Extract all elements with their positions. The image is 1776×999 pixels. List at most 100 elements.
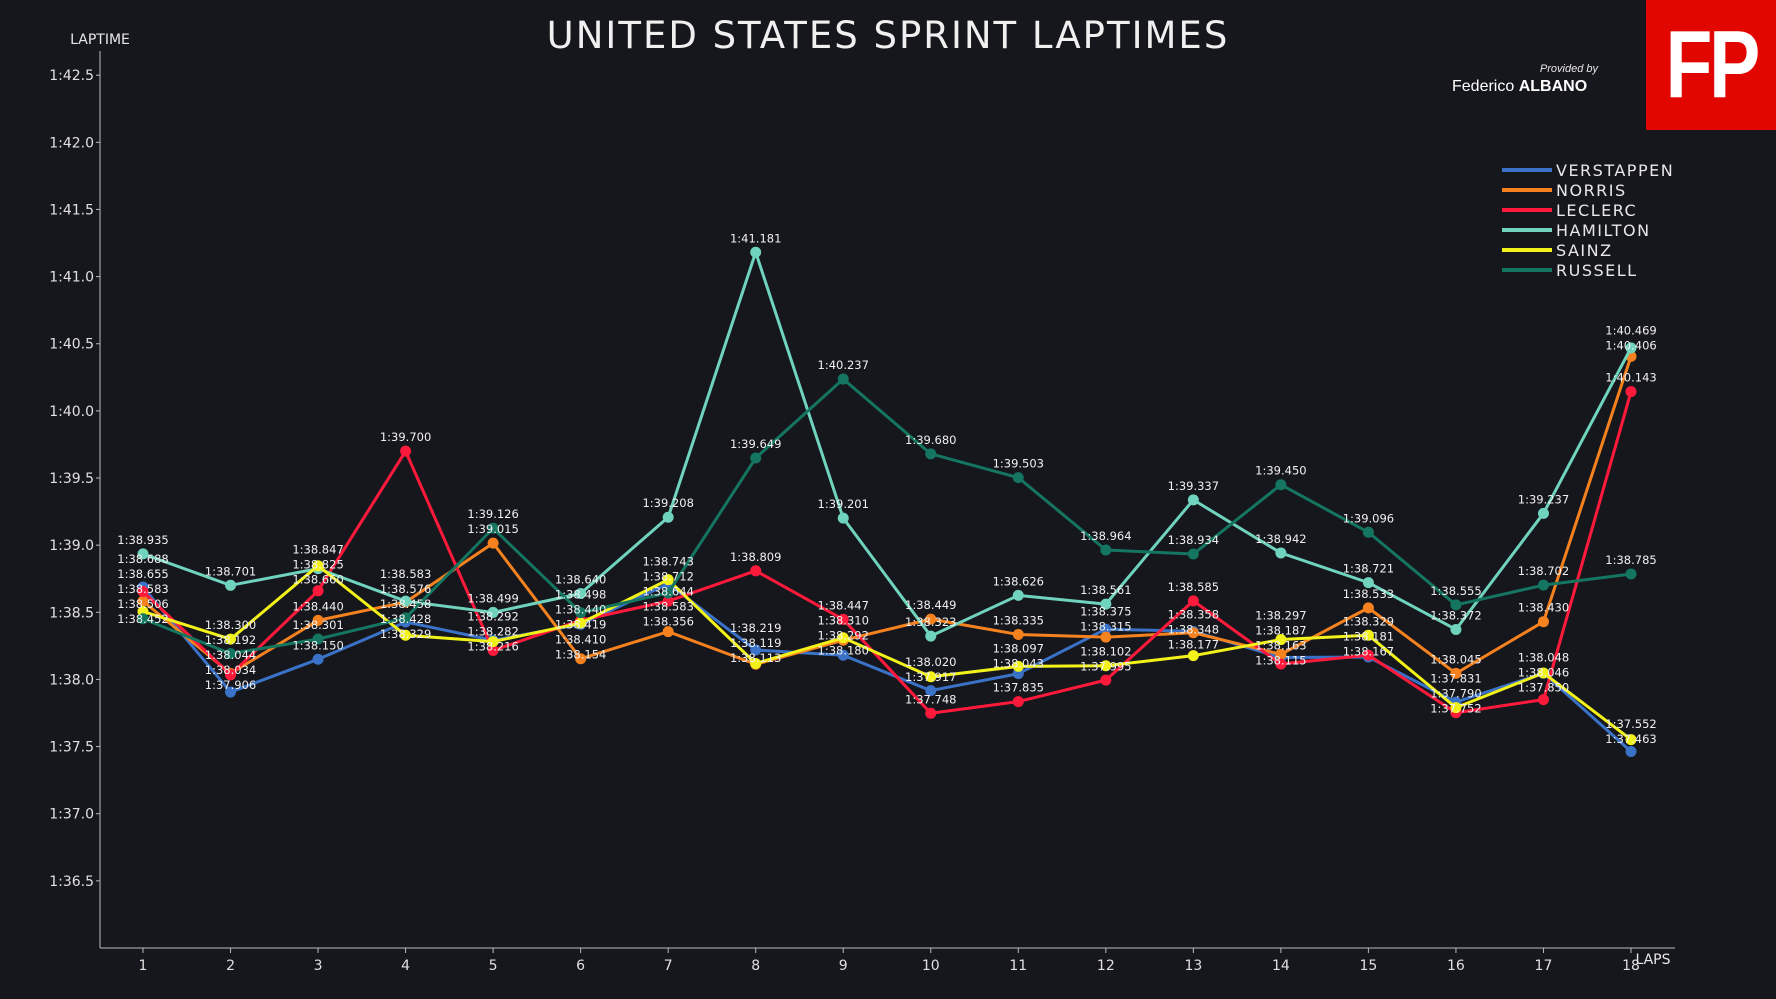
x-tick-label: 10	[922, 958, 940, 974]
data-point-leclerc	[400, 445, 412, 457]
data-point-russell	[400, 612, 412, 624]
data-label-verstappen: 1:38.358	[1168, 608, 1219, 622]
data-label-verstappen: 1:38.428	[380, 612, 431, 626]
data-label-russell: 1:38.964	[1080, 529, 1131, 543]
y-tick-label: 1:41.5	[49, 202, 94, 218]
legend-label: LECLERC	[1556, 200, 1638, 220]
data-point-leclerc	[312, 585, 324, 597]
data-point-hamilton	[925, 630, 937, 642]
data-point-hamilton	[1625, 342, 1637, 354]
credit-provided-by: Provided by	[1539, 63, 1598, 75]
data-label-sainz: 1:38.020	[905, 655, 956, 669]
data-label-leclerc: 1:38.216	[467, 639, 518, 653]
data-label-hamilton: 1:38.825	[292, 557, 343, 571]
data-label-russell: 1:38.301	[292, 618, 343, 632]
data-point-verstappen	[225, 686, 237, 698]
data-label-verstappen: 1:38.219	[730, 621, 781, 635]
data-point-leclerc	[925, 707, 937, 719]
y-tick-label: 1:40.5	[49, 337, 94, 353]
data-label-russell: 1:38.702	[1518, 564, 1569, 578]
legend-swatch	[1502, 208, 1552, 212]
data-point-sainz	[662, 574, 674, 586]
data-point-leclerc	[487, 644, 499, 656]
y-tick-label: 1:42.5	[49, 68, 94, 84]
data-label-verstappen: 1:37.831	[1430, 671, 1481, 685]
y-ticks: 1:36.5 1:37.0 1:37.5 1:38.0 1:38.5 1:39.0 1:39…	[49, 68, 100, 890]
data-point-russell	[837, 373, 849, 385]
data-label-norris: 1:38.113	[730, 651, 781, 665]
data-point-russell	[1625, 568, 1637, 580]
data-label-russell: 1:38.498	[555, 587, 606, 601]
data-point-leclerc	[1100, 674, 1112, 686]
data-label-leclerc: 1:38.440	[555, 602, 606, 616]
data-point-verstappen	[925, 685, 937, 697]
data-point-russell	[487, 522, 499, 534]
data-label-russell: 1:39.680	[905, 433, 956, 447]
series-line-sainz	[142, 564, 1632, 741]
data-label-leclerc: 1:38.585	[1168, 580, 1219, 594]
data-point-leclerc	[1362, 649, 1374, 661]
data-point-sainz	[1187, 650, 1199, 662]
data-point-hamilton	[400, 595, 412, 607]
data-label-hamilton: 1:38.640	[555, 572, 606, 586]
data-point-hamilton	[487, 606, 499, 618]
data-label-sainz: 1:37.552	[1605, 717, 1656, 731]
series-group	[137, 246, 1637, 758]
data-point-leclerc	[1187, 595, 1199, 607]
y-tick-label: 1:37.0	[49, 807, 94, 823]
x-tick-label: 1	[139, 958, 148, 974]
series-line-hamilton	[142, 250, 1633, 638]
legend-item-russell: RUSSELL	[1502, 260, 1674, 280]
data-point-norris	[662, 626, 674, 638]
data-label-leclerc: 1:38.034	[205, 663, 256, 677]
data-point-russell	[1100, 544, 1112, 556]
data-point-sainz	[1625, 734, 1637, 746]
data-point-leclerc	[837, 613, 849, 625]
data-label-norris: 1:38.187	[1255, 623, 1306, 637]
x-tick-label: 9	[839, 958, 848, 974]
series-line-norris	[142, 355, 1633, 676]
y-tick-label: 1:39.5	[49, 471, 94, 487]
data-label-russell: 1:38.192	[205, 633, 256, 647]
data-label-norris: 1:38.335	[993, 613, 1044, 627]
data-point-sainz	[1362, 629, 1374, 641]
data-point-leclerc	[1537, 694, 1549, 706]
x-tick-label: 13	[1184, 958, 1202, 974]
data-label-russell: 1:38.644	[642, 585, 693, 599]
data-point-hamilton	[137, 548, 149, 560]
data-label-russell: 1:38.934	[1168, 533, 1219, 547]
data-point-sainz	[487, 636, 499, 648]
series-hamilton	[137, 246, 1637, 642]
data-label-hamilton: 1:38.942	[1255, 532, 1306, 546]
data-label-leclerc: 1:37.850	[1518, 680, 1569, 694]
data-label-leclerc: 1:37.748	[905, 692, 956, 706]
credit-first-name: Federico	[1452, 78, 1515, 95]
data-point-norris	[312, 614, 324, 626]
data-label-norris: 1:38.430	[1518, 601, 1569, 615]
data-label-verstappen: 1:38.150	[292, 638, 343, 652]
data-label-hamilton: 1:38.499	[467, 591, 518, 605]
data-label-verstappen: 1:38.292	[467, 609, 518, 623]
legend-swatch	[1502, 228, 1552, 232]
data-label-norris: 1:38.583	[117, 582, 168, 596]
data-point-verstappen	[1100, 623, 1112, 635]
legend-label: VERSTAPPEN	[1556, 160, 1675, 180]
data-label-norris: 1:38.292	[818, 628, 869, 642]
x-tick-label: 7	[664, 958, 673, 974]
fp-logo: FP	[1646, 0, 1776, 130]
data-point-hamilton	[662, 511, 674, 523]
x-tick-label: 5	[489, 958, 498, 974]
data-point-sainz	[1450, 702, 1462, 714]
x-axis-title: LAPS	[1635, 952, 1670, 968]
legend-label: RUSSELL	[1556, 260, 1638, 280]
legend-item-norris: NORRIS	[1502, 180, 1674, 200]
series-leclerc	[137, 386, 1637, 719]
data-point-leclerc	[750, 565, 762, 577]
credit-last-name: ALBANO	[1518, 78, 1588, 95]
data-label-verstappen: 1:38.688	[117, 552, 168, 566]
data-label-sainz: 1:38.743	[642, 555, 693, 569]
y-tick-label: 1:41.0	[49, 270, 94, 286]
y-tick-label: 1:37.5	[49, 740, 94, 756]
data-point-leclerc	[137, 585, 149, 597]
